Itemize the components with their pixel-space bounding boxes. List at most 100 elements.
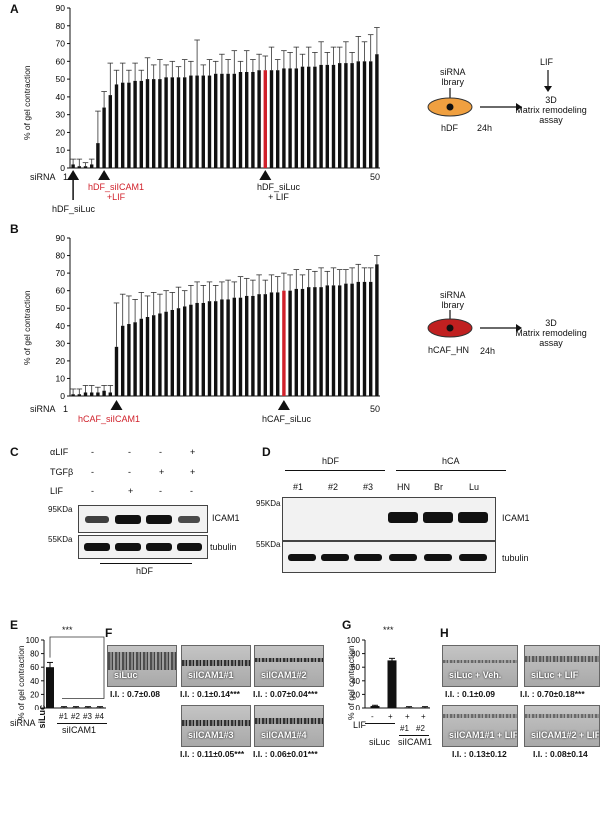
bar xyxy=(151,79,156,168)
gel-image-siicam1-3: siICAM1#3 xyxy=(181,705,251,747)
bar xyxy=(263,294,268,396)
bar xyxy=(368,61,373,169)
gel-ii-siicam1-2: I.I. : 0.07±0.04*** xyxy=(253,689,318,699)
schematic-a-lif: LIF xyxy=(540,57,554,67)
blot-d-lane-label: #2 xyxy=(328,482,339,492)
bar xyxy=(120,82,125,168)
panel-letter-f: F xyxy=(105,626,113,640)
bar xyxy=(195,302,199,396)
bar xyxy=(102,107,106,168)
panel-b-x-end: 50 xyxy=(370,404,381,414)
bar xyxy=(207,301,212,396)
gel-ii-siicam1-3: I.I. : 0.11±0.05*** xyxy=(180,749,245,759)
schematic-b-cell-label: hCAF_HN xyxy=(428,345,470,355)
bar xyxy=(127,82,131,168)
panel-g-lif-sign: + xyxy=(388,712,393,721)
bar xyxy=(263,70,268,168)
blot-d-tubulin-label: tubulin xyxy=(502,553,529,563)
bar xyxy=(356,281,361,396)
bar xyxy=(127,324,131,396)
blot-c-cell: - xyxy=(159,486,162,496)
blot-d-icam1 xyxy=(282,497,496,541)
bar xyxy=(108,392,113,396)
y-tick-label: 40 xyxy=(351,677,360,686)
bar xyxy=(306,66,311,168)
blot-d-lane-label: Br xyxy=(434,482,443,492)
bar xyxy=(232,297,237,396)
gel-image-siluc-lif: siLuc + LIF xyxy=(524,645,600,687)
bar xyxy=(319,64,323,168)
y-tick-label: 20 xyxy=(56,356,66,366)
bar xyxy=(368,281,373,396)
bar xyxy=(257,294,261,396)
blot-c-cell: - xyxy=(159,447,162,457)
bar xyxy=(77,166,82,168)
blot-c-cell: + xyxy=(190,447,196,457)
y-tick-label: 50 xyxy=(56,74,66,84)
panel-g-significance: *** xyxy=(383,625,394,635)
bar xyxy=(251,295,255,396)
bar xyxy=(313,66,317,168)
gel-ii-siicam1-1-lif: I.I. : 0.13±0.12 xyxy=(452,749,507,759)
blot-d-lane-label: Lu xyxy=(469,482,480,492)
y-tick-label: 0 xyxy=(356,704,361,710)
blot-c-row-label: LIF xyxy=(50,486,64,496)
panel-b-chart: 0 10 20 30 40 50 60 70 80 90 xyxy=(56,233,380,410)
panel-e-chart: 0 20 40 60 80 100 xyxy=(26,636,106,710)
blot-c-row-label: TGFβ xyxy=(50,467,74,477)
gel-ii-siluc-lif: I.I. : 0.70±0.18*** xyxy=(520,689,585,699)
blot-c-group: hDF xyxy=(136,566,154,576)
blot-c-cell: - xyxy=(128,467,131,477)
bar xyxy=(170,309,175,396)
y-tick-label: 80 xyxy=(56,21,66,31)
bar xyxy=(337,285,342,396)
gel-image-label: siICAM1#4 xyxy=(261,730,307,740)
y-tick-label: 80 xyxy=(351,650,360,659)
schematic-b-arrow xyxy=(516,324,522,332)
bar xyxy=(300,288,305,396)
y-tick-label: 40 xyxy=(56,321,66,331)
bar xyxy=(195,75,199,168)
panel-g-chart: 0 20 40 60 80 100 xyxy=(347,636,430,710)
bar xyxy=(158,79,162,168)
blot-c-icam1 xyxy=(78,505,208,533)
blot-d-lane-label: #3 xyxy=(363,482,374,492)
bar xyxy=(306,287,311,396)
gel-image-label: siICAM1#3 xyxy=(188,730,234,740)
y-tick-label: 60 xyxy=(56,286,66,296)
panel-g-group-siicam1: siICAM1 xyxy=(398,737,433,747)
gel-image-label: siLuc xyxy=(114,670,138,680)
bar xyxy=(244,295,249,396)
y-tick-label: 30 xyxy=(56,338,66,348)
panel-e-cat: #4 xyxy=(95,712,104,721)
gel-image-label: siICAM1#2 + LIF xyxy=(531,730,600,740)
panel-letter-c: C xyxy=(10,445,19,459)
blot-c-tubulin xyxy=(78,535,208,559)
y-tick-label: 90 xyxy=(56,233,66,243)
y-tick-label: 10 xyxy=(56,373,66,383)
bar xyxy=(96,143,100,168)
blot-d-tubulin xyxy=(282,541,496,573)
bar xyxy=(220,73,224,168)
bar xyxy=(139,318,144,396)
panel-g-group-siluc: siLuc xyxy=(369,737,391,747)
panel-letter-g: G xyxy=(342,618,352,632)
bar xyxy=(313,287,317,396)
bar xyxy=(96,392,100,396)
gel-ii-siicam1-2-lif: I.I. : 0.08±0.14 xyxy=(533,749,588,759)
bar xyxy=(176,77,181,168)
arrow-hdf-siluc-lif xyxy=(259,170,272,180)
bar xyxy=(176,308,181,396)
bar xyxy=(151,315,156,396)
y-tick-label: 50 xyxy=(56,303,66,313)
bar xyxy=(331,285,336,396)
bar xyxy=(226,299,230,396)
arrow-hcaf-siicam1 xyxy=(110,400,123,410)
blot-d-group-hdf: hDF xyxy=(322,456,340,466)
bar xyxy=(120,325,125,396)
blot-c-cell: + xyxy=(128,486,134,496)
y-tick-label: 100 xyxy=(347,636,361,645)
bar xyxy=(288,68,292,168)
gel-ii-siluc: I.I. : 0.7±0.08 xyxy=(110,689,161,699)
panel-letter-d: D xyxy=(262,445,271,459)
